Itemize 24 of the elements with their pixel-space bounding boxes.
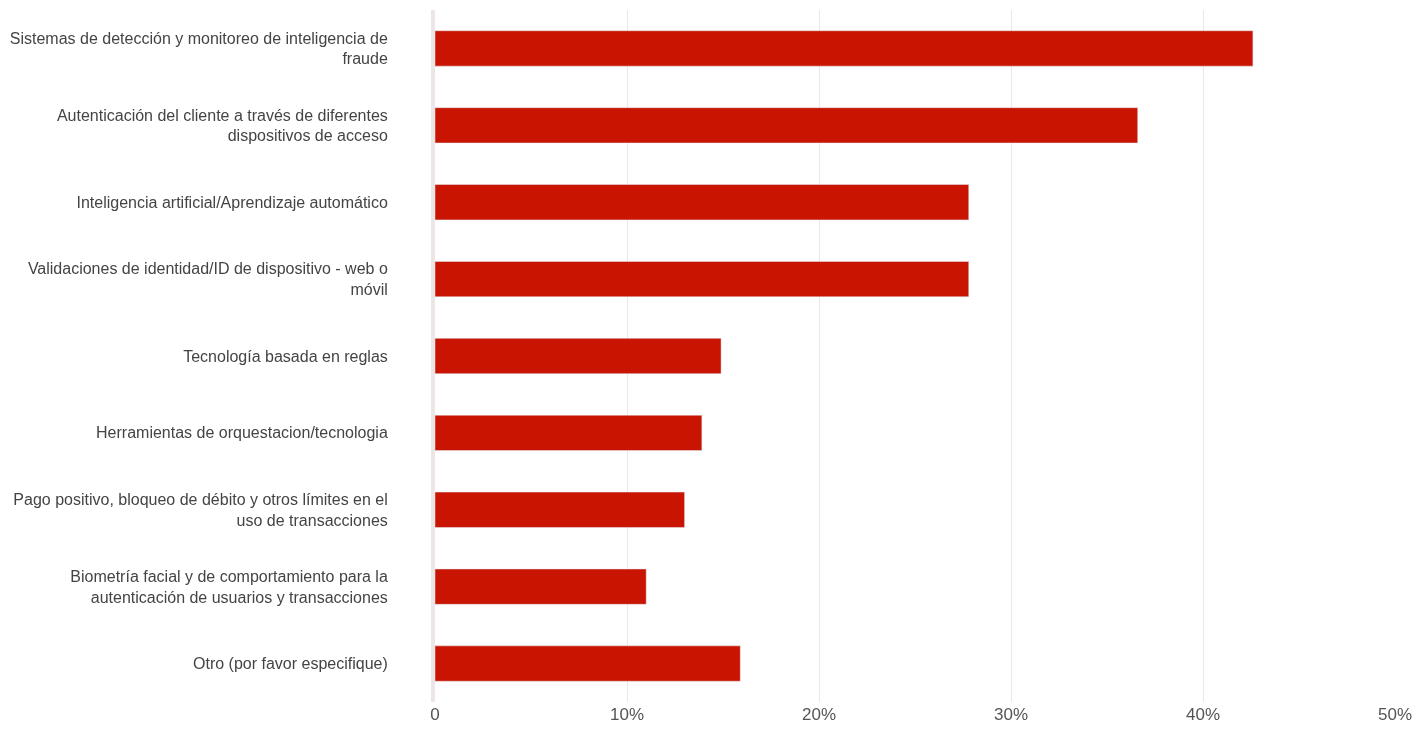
y-tick-label: Herramientas de orquestacion/tecnologia <box>96 424 388 442</box>
x-tick-label: 40% <box>1185 705 1221 724</box>
y-tick-label: Sistemas de detección y monitoreo de inteligencia de fraude <box>9 29 388 68</box>
y-tick-label: Biometría facial y de comportamiento para la autenticación de usuarios y transacciones <box>70 567 388 606</box>
bar <box>435 645 741 682</box>
y-tick-label: Inteligencia artificial/Aprendizaje automático <box>76 193 388 211</box>
x-tick-label: 0 <box>430 705 440 724</box>
bar <box>435 338 722 374</box>
bar <box>435 30 1254 67</box>
bar <box>435 414 703 451</box>
x-tick-label: 30% <box>993 705 1029 724</box>
x-tick-label: 20% <box>801 705 837 724</box>
bar <box>435 491 685 528</box>
bar <box>435 568 647 605</box>
bar <box>435 261 970 298</box>
y-tick-label: Validaciones de identidad/ID de dispositivo - web o móvil <box>27 260 388 299</box>
bar <box>435 107 1138 144</box>
y-tick-label: Pago positivo, bloqueo de débito y otros límites en el uso de transacciones <box>13 490 388 529</box>
x-tick-label: 10% <box>609 705 645 724</box>
y-tick-label: Autenticación del cliente a través de diferentes dispositivos de acceso <box>56 106 388 145</box>
x-tick-label: 50% <box>1377 705 1413 724</box>
y-tick-label: Otro (por favor especifique) <box>193 655 388 673</box>
bar <box>435 184 970 221</box>
y-tick-label: Tecnología basada en reglas <box>183 347 388 365</box>
